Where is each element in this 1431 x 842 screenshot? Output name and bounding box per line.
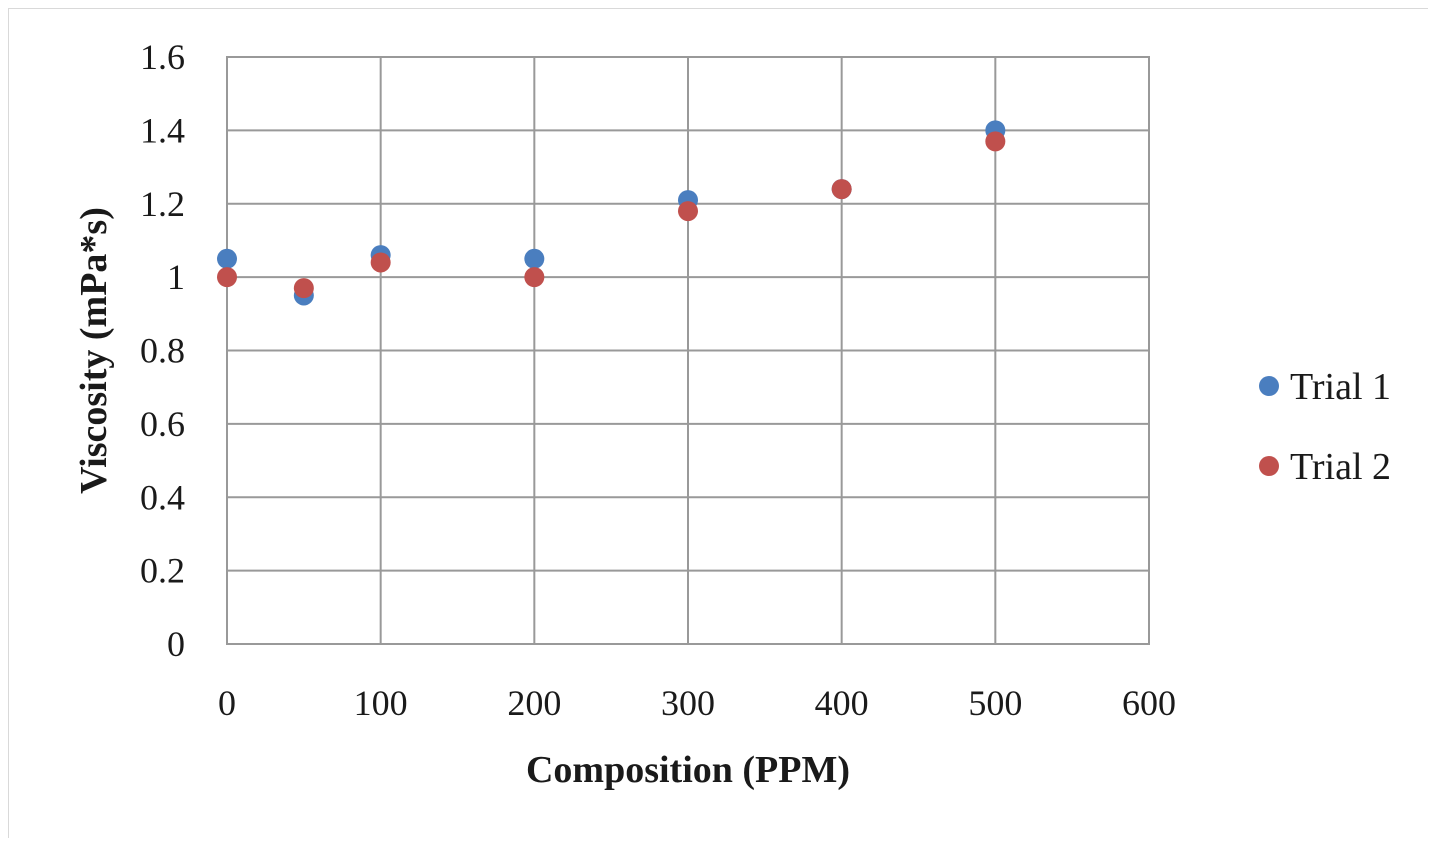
legend: Trial 1 Trial 2 (1259, 366, 1391, 488)
y-tick-label: 0.2 (140, 551, 185, 591)
y-tick-label: 1.2 (140, 184, 185, 224)
x-tick-label: 0 (218, 683, 236, 723)
legend-label: Trial 1 (1290, 366, 1391, 408)
y-tick-labels: 0 0.2 0.4 0.6 0.8 1 1.2 1.4 1.6 (140, 37, 185, 664)
data-points (217, 120, 1006, 306)
legend-item: Trial 1 (1259, 366, 1391, 408)
y-tick-label: 1.6 (140, 37, 185, 77)
data-point (985, 131, 1006, 152)
legend-marker (1259, 456, 1279, 476)
x-axis-title: Composition (PPM) (526, 749, 850, 791)
chart-frame (8, 8, 1428, 838)
y-tick-label: 1 (167, 257, 185, 297)
y-tick-label: 0 (167, 624, 185, 664)
grid-lines (226, 56, 1150, 645)
plot-area-border (226, 56, 1150, 645)
data-point (524, 267, 545, 288)
data-point (370, 252, 391, 273)
legend-label: Trial 2 (1290, 446, 1391, 488)
x-tick-label: 600 (1122, 683, 1176, 723)
legend-item: Trial 2 (1259, 446, 1391, 488)
y-tick-label: 1.4 (140, 110, 185, 150)
x-tick-label: 200 (507, 683, 561, 723)
data-point (678, 201, 698, 222)
y-tick-label: 0.8 (140, 331, 185, 371)
x-tick-label: 500 (968, 683, 1022, 723)
x-tick-label: 300 (661, 683, 715, 723)
y-tick-label: 0.6 (140, 404, 185, 444)
legend-marker (1259, 376, 1279, 396)
y-tick-label: 0.4 (140, 477, 185, 517)
y-axis-title: Viscosity (mPa*s) (73, 207, 115, 494)
data-point (524, 248, 545, 269)
x-tick-label: 100 (354, 683, 408, 723)
data-point (217, 248, 237, 269)
x-tick-labels: 0 100 200 300 400 500 600 (218, 683, 1176, 723)
data-point (217, 267, 237, 288)
data-point (293, 278, 314, 299)
x-tick-label: 400 (815, 683, 869, 723)
series-2-points (217, 131, 1006, 299)
data-point (831, 179, 852, 200)
